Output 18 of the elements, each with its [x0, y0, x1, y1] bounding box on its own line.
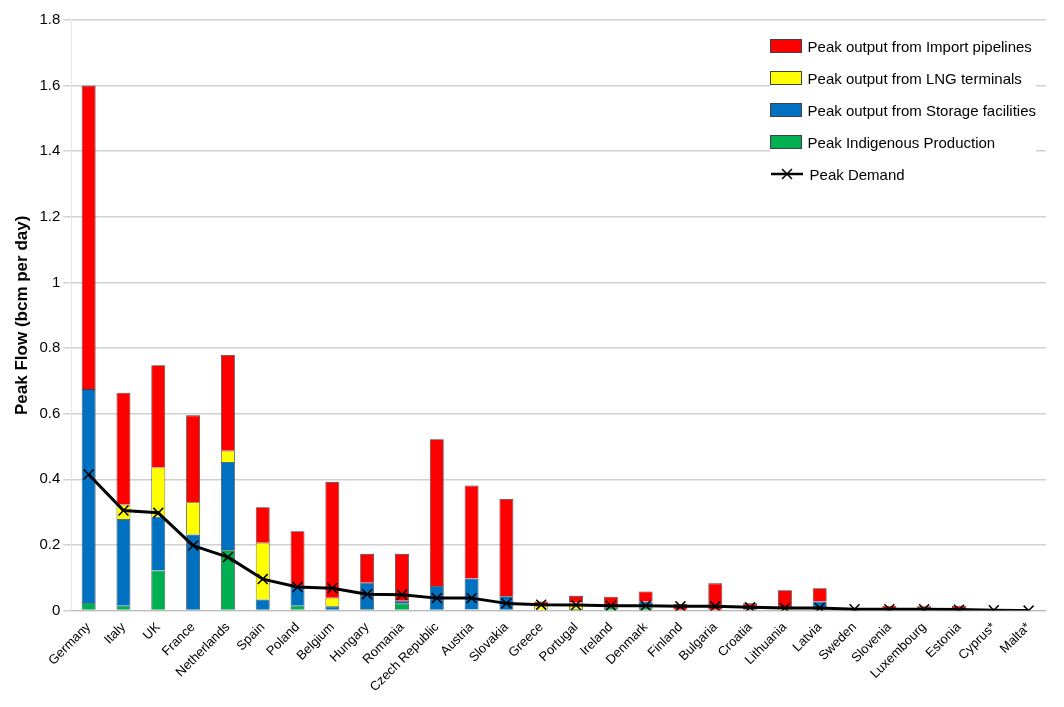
- y-tick-label: 1.2: [39, 207, 61, 224]
- y-tick-label: 1: [51, 272, 61, 290]
- y-tick-label: 1.6: [39, 75, 61, 93]
- y-axis-title: Peak Flow (bcm per day): [11, 215, 31, 415]
- y-tick-label: 1.8: [39, 10, 61, 28]
- y-tick-label: 0.2: [39, 535, 61, 553]
- x-tick-label: Italy: [100, 618, 129, 647]
- y-tick-label: 0: [51, 600, 61, 618]
- legend-label: Peak Demand: [809, 165, 905, 183]
- legend-label: Peak Indigenous Production: [807, 133, 996, 151]
- legend-label: Peak output from Storage facilities: [807, 101, 1036, 119]
- y-tick-label: 0.6: [39, 403, 61, 421]
- legend-label: Peak output from LNG terminals: [807, 69, 1022, 87]
- y-tick-label: 1.4: [39, 141, 61, 159]
- y-tick-label: 0.4: [39, 469, 61, 487]
- legend-label: Peak output from Import pipelines: [807, 37, 1032, 55]
- x-tick-label: UK: [139, 618, 164, 643]
- y-tick-label: 0.8: [39, 338, 61, 356]
